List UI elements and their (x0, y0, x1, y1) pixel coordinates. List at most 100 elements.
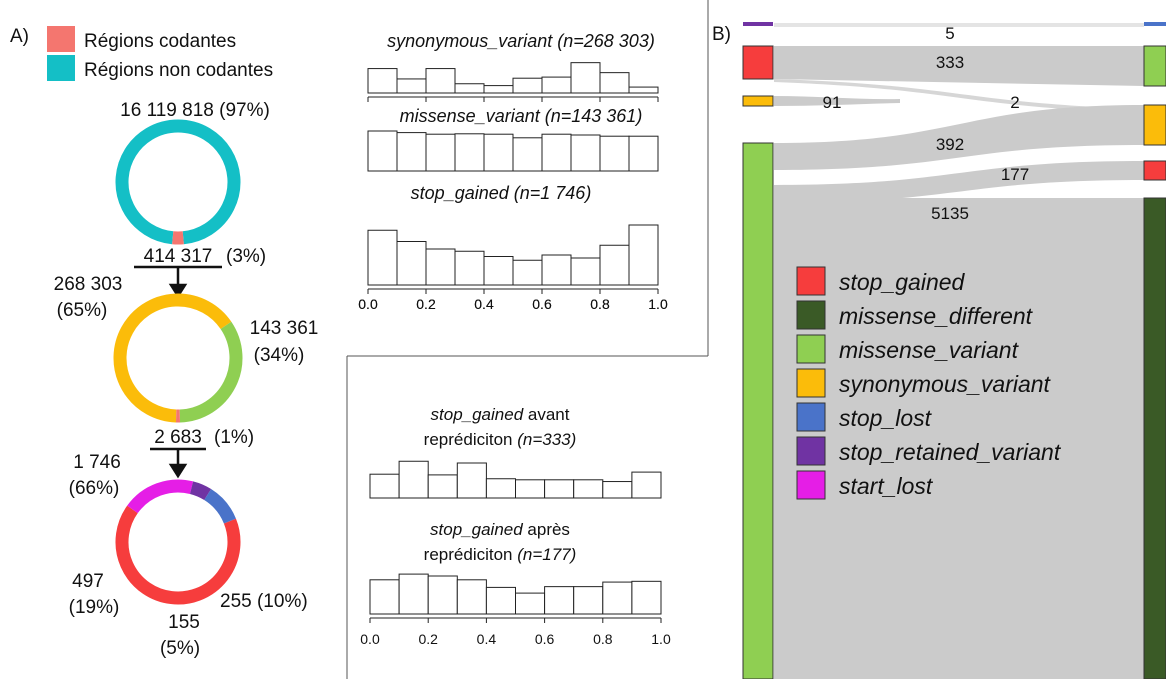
donut1-bottom-pct: (3%) (226, 246, 266, 267)
hist4-title-line2-n: (n=333) (517, 430, 576, 449)
hist3-tick-label-2: 0.4 (474, 296, 494, 312)
donut3-slice-0 (115, 505, 241, 605)
hist3-bar-6 (541, 254, 572, 286)
donut3-bottom-value: 155 (168, 612, 200, 633)
sankey-legend-swatch-2 (796, 334, 826, 364)
sankey-flow-2 (774, 79, 1144, 113)
hist1-title: synonymous_variant (n=268 303) (387, 31, 655, 51)
hist5-bar-5 (515, 592, 546, 615)
donut3-bottom-pct: (5%) (160, 638, 200, 659)
sankey-legend-swatch-0 (796, 266, 826, 296)
hist2-bar-1 (396, 132, 427, 172)
hist1-tick-label-3: 0.6 (532, 296, 552, 312)
donut2-slice-0 (113, 293, 232, 423)
hist4-title-line1: stop_gained avant (431, 405, 570, 424)
hist5-tick-label-3: 0.6 (535, 631, 555, 647)
hist3-bar-7 (570, 257, 601, 286)
hist2-bar-7 (570, 134, 601, 172)
donut1 (115, 119, 241, 245)
hist1-tick-label-0: 0.0 (358, 296, 378, 312)
sankey-flow-177 (774, 161, 1144, 203)
sankey-flow-392 (774, 105, 1144, 170)
donut3-right-label: 255 (10%) (220, 591, 308, 612)
donut2-left-value: 268 303 (54, 274, 123, 295)
panel-a-letter: A) (10, 26, 29, 47)
hist5-title-line1: stop_gained après (430, 520, 570, 539)
sankey-flow-5 (774, 23, 1144, 27)
donut1-slice-0 (115, 119, 241, 245)
hist1-bar-7 (570, 62, 601, 94)
sankey-legend-label-0: stop_gained (839, 269, 966, 295)
hist4-bar-1 (398, 460, 429, 499)
sankey-node-left-stop-gained (742, 45, 774, 80)
hist4-bar-2 (427, 474, 458, 499)
sankey-node-left-stop-retained (743, 22, 773, 26)
hist2-bar-4 (483, 133, 514, 172)
hist5-bar-6 (544, 586, 575, 615)
hist4-bar-6 (544, 479, 575, 499)
donut3-top-pct: (66%) (69, 478, 120, 499)
sankey-legend-swatch-4 (796, 402, 826, 432)
sankey-legend-swatch-3 (796, 368, 826, 398)
legend-swatch-noncoding (47, 55, 75, 81)
hist1-tick-label-1: 0.2 (416, 296, 436, 312)
donut2-right-value: 143 361 (250, 318, 319, 339)
hist4-bar-3 (456, 462, 487, 499)
hist5-tick-label-4: 0.8 (593, 631, 613, 647)
hist3-title: stop_gained (n=1 746) (411, 183, 592, 203)
hist2-title: missense_variant (n=143 361) (400, 106, 643, 126)
donut3-slice-2 (189, 481, 212, 501)
hist2-bar-3 (454, 133, 485, 172)
hist3-bar-1 (396, 241, 427, 286)
sankey-label-5135: 5135 (931, 204, 969, 223)
histogram-panel-frame (346, 0, 709, 679)
hist5-tick-label-2: 0.4 (477, 631, 497, 647)
hist1-bar-1 (396, 78, 427, 94)
sankey-node-right-synonymous (1143, 104, 1166, 146)
donut2 (113, 293, 243, 423)
hist4-title-line2: reprédiciton (n=333) (424, 430, 577, 449)
hist4-bar-7 (573, 479, 604, 499)
hist5-tick-label-1: 0.2 (418, 631, 438, 647)
hist1-tick-label-4: 0.8 (590, 296, 610, 312)
hist4-bar-9 (631, 471, 662, 499)
donut3-top-value: 1 746 (73, 452, 121, 473)
hist4-title-line2-text: reprédiciton (424, 430, 518, 449)
hist1-bar-5 (512, 77, 543, 94)
hist5-title-line2-n: (n=177) (517, 545, 576, 564)
hist5-bar-1 (398, 573, 429, 615)
hist5-tick-label-5: 1.0 (651, 631, 671, 647)
hist3-bar-0 (367, 229, 398, 286)
hist5-title-line2: reprédiciton (n=177) (424, 545, 577, 564)
hist2-bar-2 (425, 133, 456, 172)
donut2-bottom-value: 2 683 (154, 427, 202, 448)
donut1-bottom-value: 414 317 (144, 246, 213, 267)
legend-swatch-coding (47, 26, 75, 52)
sankey-node-right-stop-gained (1143, 160, 1166, 181)
sankey-legend-label-6: start_lost (839, 473, 934, 499)
donut2-right-pct: (34%) (254, 345, 305, 366)
sankey-flow-333 (774, 46, 1144, 86)
sankey-node-right-missense-different (1143, 197, 1166, 679)
hist4-bar-4 (485, 478, 516, 499)
hist2-bar-6 (541, 133, 572, 172)
sankey-flow-91 (774, 96, 900, 106)
hist3-tick-label-4: 0.8 (590, 296, 610, 312)
legend-label-coding: Régions codantes (84, 31, 236, 52)
hist5-bar-3 (456, 579, 487, 615)
sankey-legend-swatch-5 (796, 436, 826, 466)
hist5-bar-7 (573, 586, 604, 615)
hist1-bar-6 (541, 76, 572, 94)
legend-label-noncoding: Régions non codantes (84, 60, 273, 81)
sankey-flow-5135 (774, 198, 1144, 679)
donut3-slice-1 (127, 479, 194, 514)
hist3-bar-9 (628, 224, 659, 286)
donut3-slice-3 (203, 488, 236, 524)
hist4-title-rest: avant (523, 405, 570, 424)
hist2-bar-5 (512, 137, 543, 172)
donut2-slice-1 (179, 321, 243, 423)
sankey-legend-label-4: stop_lost (839, 405, 933, 431)
sankey-node-right-missense (1143, 45, 1166, 87)
hist3-bar-2 (425, 248, 456, 286)
